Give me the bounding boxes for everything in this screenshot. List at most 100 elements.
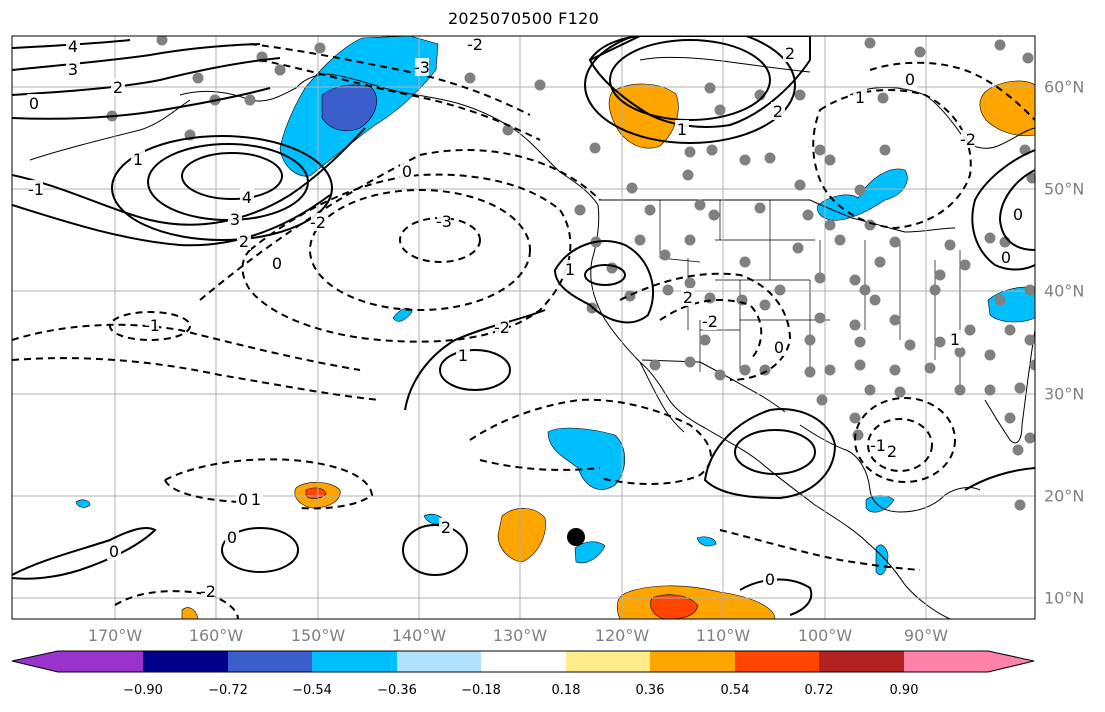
station-dot	[894, 386, 906, 398]
station-dot	[954, 384, 966, 396]
station-dot	[1012, 444, 1024, 456]
station-dot	[754, 202, 766, 214]
station-dot	[854, 336, 866, 348]
lat-label-50n: 50°N	[1044, 179, 1085, 199]
contour-label: 3	[68, 60, 78, 79]
station-dot	[802, 209, 814, 221]
station-dot	[739, 154, 751, 166]
contour-label-bg	[771, 102, 785, 120]
contour-label: -3	[414, 58, 430, 77]
contour-label: 1	[458, 346, 468, 365]
contour-label-bg	[415, 58, 429, 76]
contour-label: 0	[29, 94, 39, 113]
contour-label-bg	[871, 436, 885, 454]
lon-label-160w: 160°W	[188, 626, 244, 645]
shade-small-blue-1	[75, 499, 91, 508]
station-dot	[574, 204, 586, 216]
station-dot	[502, 124, 514, 136]
contour-label-bg	[400, 162, 414, 180]
shade-south-red	[650, 594, 699, 619]
station-dot	[792, 242, 804, 254]
colorbar-tick-label: −0.90	[123, 683, 163, 698]
station-dot	[1024, 334, 1035, 346]
contour-label-bg	[853, 88, 867, 106]
station-dot	[934, 269, 946, 281]
contour-label-bg	[1011, 205, 1025, 223]
contour-label: -1	[870, 436, 886, 455]
shade-east-pacific-blue2	[574, 541, 606, 564]
station-dot	[849, 412, 861, 424]
lon-label-130w: 130°W	[492, 626, 548, 645]
contour-pos-east-1	[964, 467, 1035, 491]
colorbar-tick-label: 0.72	[804, 683, 834, 698]
station-dot	[984, 232, 996, 244]
station-dot	[662, 284, 674, 296]
contour-neg-se-1	[854, 397, 956, 483]
station-dot	[649, 359, 661, 371]
station-dot	[699, 334, 711, 346]
colorbar-tick-label: 0.36	[635, 683, 665, 698]
station-dot	[994, 39, 1006, 51]
contour-pos-north-2	[12, 43, 261, 71]
contour-pos-mexico-2	[734, 429, 816, 475]
contour-label-bg	[270, 254, 284, 272]
station-dot	[929, 284, 941, 296]
station-dot	[944, 239, 956, 251]
station-dot	[589, 142, 601, 154]
contour-label-bg	[228, 210, 242, 228]
contour-label-bg	[439, 518, 453, 536]
contour-neg-hawaii-2	[164, 479, 241, 503]
contour-label-bg	[563, 260, 577, 278]
contour-label: -2	[467, 35, 483, 54]
contour-label: -1	[144, 316, 160, 335]
shade-small-blue-4	[696, 536, 717, 547]
station-dot	[706, 144, 718, 156]
station-dot	[659, 249, 671, 261]
contour-neg-wide-1	[12, 323, 361, 371]
contour-pos-north-1	[12, 57, 281, 96]
colorbar-tick-label: −0.36	[377, 683, 417, 698]
contour-label: 2	[683, 288, 693, 307]
contour-neg-east-pac-4	[199, 149, 601, 301]
station-dot	[684, 234, 696, 246]
station-dot	[644, 204, 656, 216]
station-dot	[1014, 382, 1026, 394]
station-dot	[1004, 412, 1016, 424]
colorbar-tick-label: −0.18	[461, 683, 501, 698]
station-dot	[192, 72, 204, 84]
contour-label-bg	[456, 346, 470, 364]
contour-label: 0	[227, 528, 237, 547]
contour-label: 1	[950, 330, 960, 349]
contour-neg-hawaii-1	[164, 458, 374, 510]
contour-label: 1	[855, 88, 865, 107]
shade-small-orange-1	[181, 607, 199, 619]
station-dot	[816, 394, 828, 406]
station-dot	[854, 184, 866, 196]
contour-neg-midwest	[812, 89, 972, 230]
station-dot	[994, 294, 1006, 306]
contour-neg-us-2	[659, 299, 763, 361]
contour-pos-high-center-3	[111, 135, 333, 241]
contour-pos-canada-3	[584, 36, 796, 144]
station-dot	[794, 179, 806, 191]
station-dot	[849, 319, 861, 331]
station-dot	[684, 277, 696, 289]
contour-label-bg	[131, 150, 145, 168]
contour-pos-canada-2	[609, 39, 771, 121]
contour-label-bg	[240, 188, 254, 206]
station-dot	[964, 324, 976, 336]
lon-label-100w: 100°W	[797, 626, 853, 645]
contour-label: 1	[251, 490, 261, 509]
contour-pos-wnp-2	[12, 194, 331, 247]
station-dot	[794, 89, 806, 101]
contour-label: 4	[68, 37, 78, 56]
station-dot	[889, 236, 901, 248]
station-dot	[464, 72, 476, 84]
contour-pos-subtrop-1	[404, 309, 546, 411]
station-dot	[739, 364, 751, 376]
contour-neg-gulf-2	[479, 459, 601, 471]
station-dot	[804, 366, 816, 378]
contour-label-bg	[681, 288, 695, 306]
contours-positive	[12, 36, 1035, 616]
